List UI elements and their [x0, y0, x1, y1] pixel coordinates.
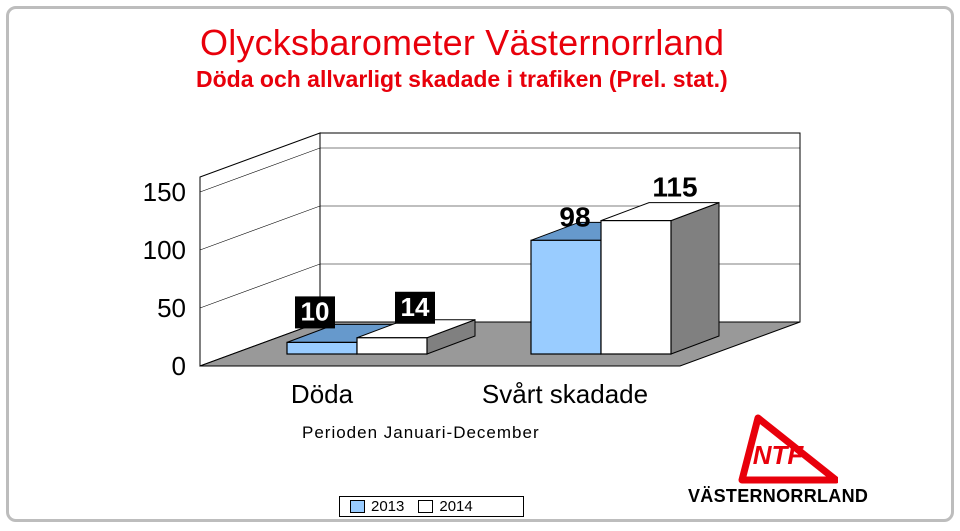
- ntf-logo-text: NTF: [753, 440, 805, 470]
- y-tick-label: 0: [172, 351, 186, 381]
- ntf-logo: NTF: [738, 414, 838, 484]
- y-tick-label: 50: [157, 293, 186, 323]
- bar-döda-2013-value-label: 10: [301, 296, 330, 326]
- bar-svårt-skadade-2013: [530, 239, 602, 355]
- bar-döda-2014-value-label: 14: [401, 292, 430, 322]
- x-axis-categories: Döda Svårt skadade: [291, 379, 648, 409]
- legend-label-2014: 2014: [439, 498, 473, 515]
- y-axis-ticks: 0 50 100 150: [143, 177, 186, 381]
- x-axis-title: Perioden Januari-December: [302, 423, 540, 442]
- y-tick-label: 100: [143, 235, 186, 265]
- page-title: Olycksbarometer Västernorrland: [200, 22, 725, 63]
- logo-caption: VÄSTERNORRLAND: [688, 486, 869, 506]
- legend-swatch-2014: [418, 500, 434, 513]
- chart-bars: 10 14 98 115: [286, 172, 720, 355]
- bar-svårt-skadade-2014: [600, 220, 672, 355]
- bar-svårt-skadade-2014-side: [670, 201, 720, 355]
- x-category-label: Svårt skadade: [482, 379, 648, 409]
- x-category-label: Döda: [291, 379, 354, 409]
- gridline: [199, 147, 800, 193]
- legend-item-2013: 2013: [350, 498, 404, 515]
- page-subtitle: Döda och allvarligt skadade i trafiken (…: [196, 66, 728, 92]
- legend-item-2014: 2014: [418, 498, 473, 515]
- legend-label-2013: 2013: [371, 498, 405, 515]
- bar-döda-2014: [356, 337, 428, 355]
- bar-döda-2013: [286, 341, 358, 355]
- legend: 2013 2014: [339, 496, 524, 517]
- bar-svårt-skadade-2014-value-label: 115: [652, 172, 697, 203]
- bar-döda-2014-label-bg: [395, 291, 435, 324]
- bar-döda-2013-label-bg: [295, 296, 335, 329]
- bar-svårt-skadade-2013-value-label: 98: [559, 201, 590, 232]
- y-tick-label: 150: [143, 177, 186, 207]
- legend-swatch-2013: [350, 500, 365, 513]
